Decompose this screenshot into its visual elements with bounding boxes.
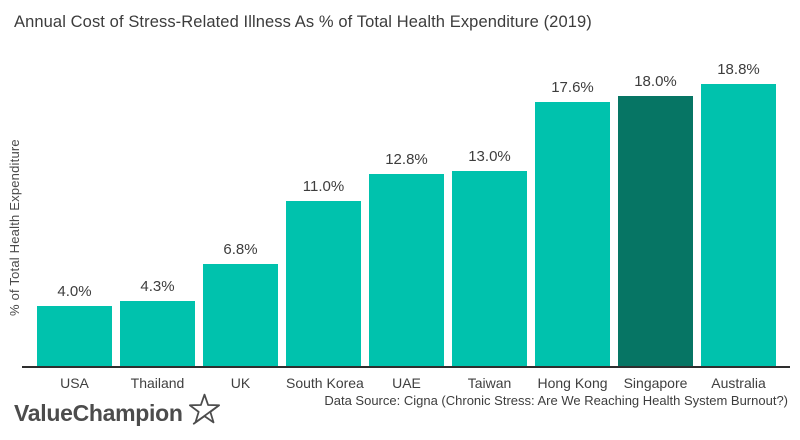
bar-singapore [618,96,693,366]
bar-group-australia: 18.8% [701,61,776,366]
bar-value-label: 13.0% [468,148,511,165]
category-labels-row: USA Thailand UK South Korea UAE Taiwan Hong Ko… [22,375,790,391]
bar-group-usa: 4.0% [37,283,112,366]
bar-group-south-korea: 11.0% [286,178,361,366]
bar-south-korea [286,201,361,366]
x-tick-label: Thailand [130,375,185,391]
x-tick-label: Australia [711,375,766,391]
bar-value-label: 18.8% [717,61,760,78]
bar-group-uk: 6.8% [203,241,278,366]
bar-australia [701,84,776,366]
bar-taiwan [452,171,527,366]
bar-group-hong-kong: 17.6% [535,79,610,366]
data-source-note: Data Source: Cigna (Chronic Stress: Are … [324,393,788,408]
bar-value-label: 18.0% [634,73,677,90]
bar-value-label: 6.8% [223,241,258,258]
bar-value-label: 11.0% [302,178,345,195]
brand-name: ValueChampion [14,399,183,426]
x-tick-label: USA [60,375,89,391]
x-tick-label: UK [230,375,251,391]
bars-row: 4.0% 4.3% 6.8% 11.0% 12.8% 13.0% 17.6% 18.0% 18.… [22,60,790,366]
x-tick-label: Taiwan [467,375,512,391]
bar-chart: 4.0% 4.3% 6.8% 11.0% 12.8% 13.0% 17.6% 18.0% 18.… [22,60,790,391]
chart-title: Annual Cost of Stress-Related Illness As… [14,13,592,31]
bar-value-label: 4.3% [140,278,175,295]
bar-group-uae: 12.8% [369,151,444,366]
x-tick-label: Singapore [623,375,688,391]
x-tick-label: UAE [392,375,421,391]
bar-value-label: 12.8% [385,151,428,168]
x-axis-line [22,366,790,368]
bar-hong-kong [535,102,610,366]
bar-value-label: 4.0% [57,283,92,300]
bar-uk [203,264,278,366]
x-tick-label: Hong Kong [537,375,608,391]
bar-value-label: 17.6% [551,79,594,96]
bar-group-thailand: 4.3% [120,278,195,366]
y-axis-label: % of Total Health Expenditure [7,139,22,316]
x-tick-label: South Korea [286,375,364,391]
brand-logo: ValueChampion [14,393,221,427]
bar-uae [369,174,444,366]
bar-group-taiwan: 13.0% [452,148,527,366]
bar-usa [37,306,112,366]
star-icon [188,393,220,425]
bar-group-singapore: 18.0% [618,73,693,366]
bar-thailand [120,301,195,366]
